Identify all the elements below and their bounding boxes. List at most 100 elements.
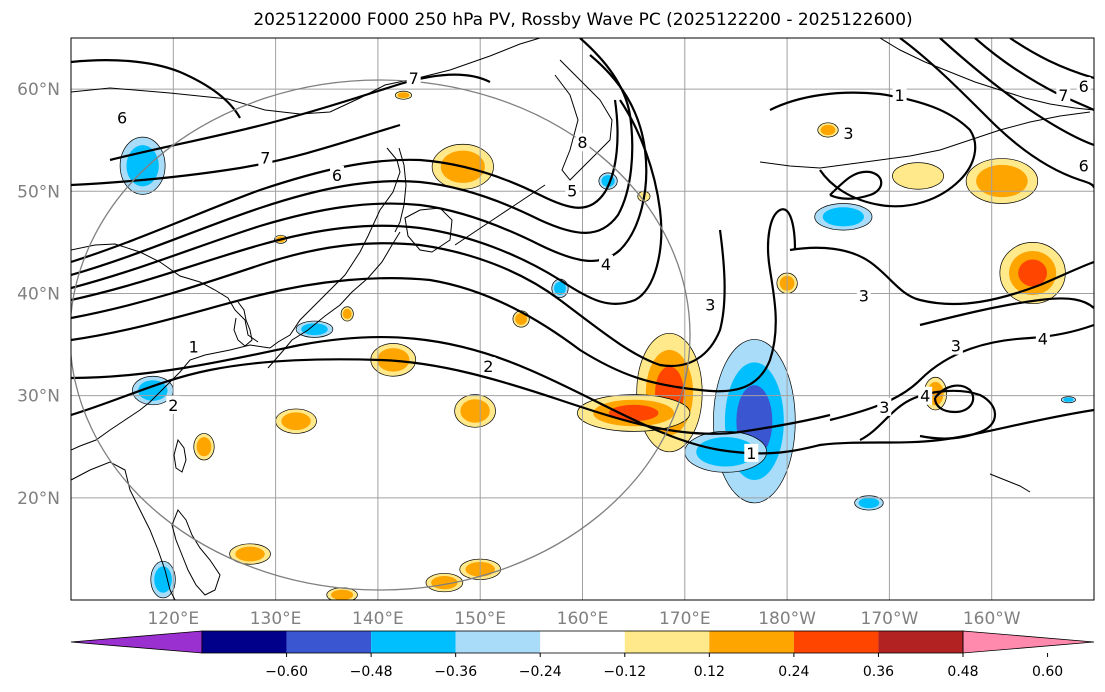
lat-tick-label: 20°N [17,489,60,509]
coastline-alaska [879,38,1094,111]
lon-tick-label: 140°E [352,609,404,629]
pv-contour-4-east-small [933,384,975,414]
svg-text:3: 3 [879,398,889,417]
contour-label: 6 [1076,156,1091,176]
colorbar-swatch [202,631,287,653]
positive-pv-anomaly [636,332,703,453]
coastline-hawaii [989,473,1031,493]
colorbar-swatch [286,631,372,653]
lon-tick-label: 170°E [659,609,711,629]
coastline-china-east [71,344,271,451]
svg-text:1: 1 [189,338,199,357]
negative-pv-anomaly [854,495,884,511]
pv-contours [71,38,1094,455]
colorbar-tick-label: −0.12 [603,664,646,680]
svg-text:5: 5 [567,181,577,200]
svg-text:3: 3 [1099,35,1105,54]
coastline-japan [267,231,401,369]
contour-label: 5 [565,181,580,200]
contour-label: 1 [892,86,907,105]
coastline-okhotsk [269,147,401,349]
positive-pv-anomaly [229,543,271,565]
contour-label: 1 [744,443,759,463]
positive-pv-anomaly [275,408,317,434]
positive-pv-anomaly [817,122,839,138]
svg-text:3: 3 [859,287,869,306]
pv-contour-east-jet-a [899,38,1094,189]
colorbar-tick-label: 0.60 [1032,664,1063,680]
colorbar-tick-label: 0.36 [863,664,894,680]
svg-text:2: 2 [483,357,493,376]
svg-text:1: 1 [895,86,905,105]
colorbar-tick-label: −0.36 [434,664,477,680]
coastlines [71,38,1094,600]
svg-text:4: 4 [920,387,930,406]
coastline-taiwan [173,438,187,473]
lon-tick-label: 160°E [557,609,609,629]
coastline-aleutians [759,111,1091,169]
svg-text:6: 6 [117,109,127,128]
svg-text:7: 7 [409,69,419,88]
coastline-indochina [71,461,176,600]
colorbar-tick-label: 0.12 [694,664,725,680]
pv-contour-2-jet [71,358,831,435]
svg-text:8: 8 [577,133,587,152]
contour-label: 6 [1076,77,1091,96]
contour-label: 2 [481,357,496,376]
pv-contour-6-jet [71,54,648,290]
negative-pv-anomaly [713,339,796,504]
pv-contour-1-jet [71,335,1094,455]
svg-text:7: 7 [1058,86,1068,105]
colorbar-tick-label: 0.24 [778,664,809,680]
contour-label: 3 [948,336,963,356]
pv-contour-3-east-upper [789,246,1094,306]
positive-pv-anomaly [326,587,358,600]
latitude-labels: 20°N 30°N 40°N 50°N 60°N [17,80,60,509]
positive-pv-anomaly [892,162,944,190]
contour-label: 2 [166,395,181,415]
negative-pv-anomaly [119,136,166,195]
contour-label: 8 [575,133,590,152]
svg-text:3: 3 [951,337,961,356]
pv-contour-3-north-east [769,91,977,208]
colorbar-swatch [624,631,710,653]
negative-pv-anomaly [295,320,334,338]
contour-label: 3 [703,295,718,315]
colorbar-extend-low [70,630,203,654]
colorbar-tick-label: −0.48 [350,664,393,680]
pv-contour-1-north-east [829,170,883,200]
contour-label: 4 [599,255,614,274]
lon-tick-label: 130°E [250,609,302,629]
contour-label: 6 [115,108,130,128]
negative-pv-anomaly [1060,396,1076,404]
svg-text:6: 6 [1079,77,1089,96]
positive-pv-anomaly [340,306,354,322]
contour-label: 7 [1056,86,1071,105]
pv-contour-east-jet-b [939,38,1094,147]
pv-contour-east-jet-d [1009,38,1094,80]
positive-pv-anomaly [999,242,1066,305]
lat-tick-label: 50°N [17,182,60,202]
lat-tick-label: 40°N [17,284,60,304]
coastline-kamchatka [554,59,613,181]
pv-contour-7-jet [71,38,634,277]
contour-label: 3 [877,397,892,417]
coastline-asia [71,38,541,115]
longitude-labels: 120°E 130°E 140°E 150°E 160°E 170°E 180°W 170°W… [147,609,1020,629]
positive-pv-anomaly [965,158,1039,204]
svg-text:4: 4 [601,255,611,274]
positive-pv-anomaly [193,433,215,461]
pv-contour-east-jet-c [974,38,1094,111]
pv-contour-3-jet [71,208,797,393]
colorbar-extend-high [962,630,1095,654]
svg-text:1: 1 [746,444,756,463]
contour-label: 1 [186,337,201,357]
negative-pv-anomaly [814,203,873,231]
lon-tick-label: 170°W [861,609,919,629]
lat-tick-label: 60°N [17,80,60,100]
contour-label: 4 [1035,329,1050,348]
colorbar-tick-label: 0.48 [947,664,978,680]
contour-label: 3 [856,286,871,306]
